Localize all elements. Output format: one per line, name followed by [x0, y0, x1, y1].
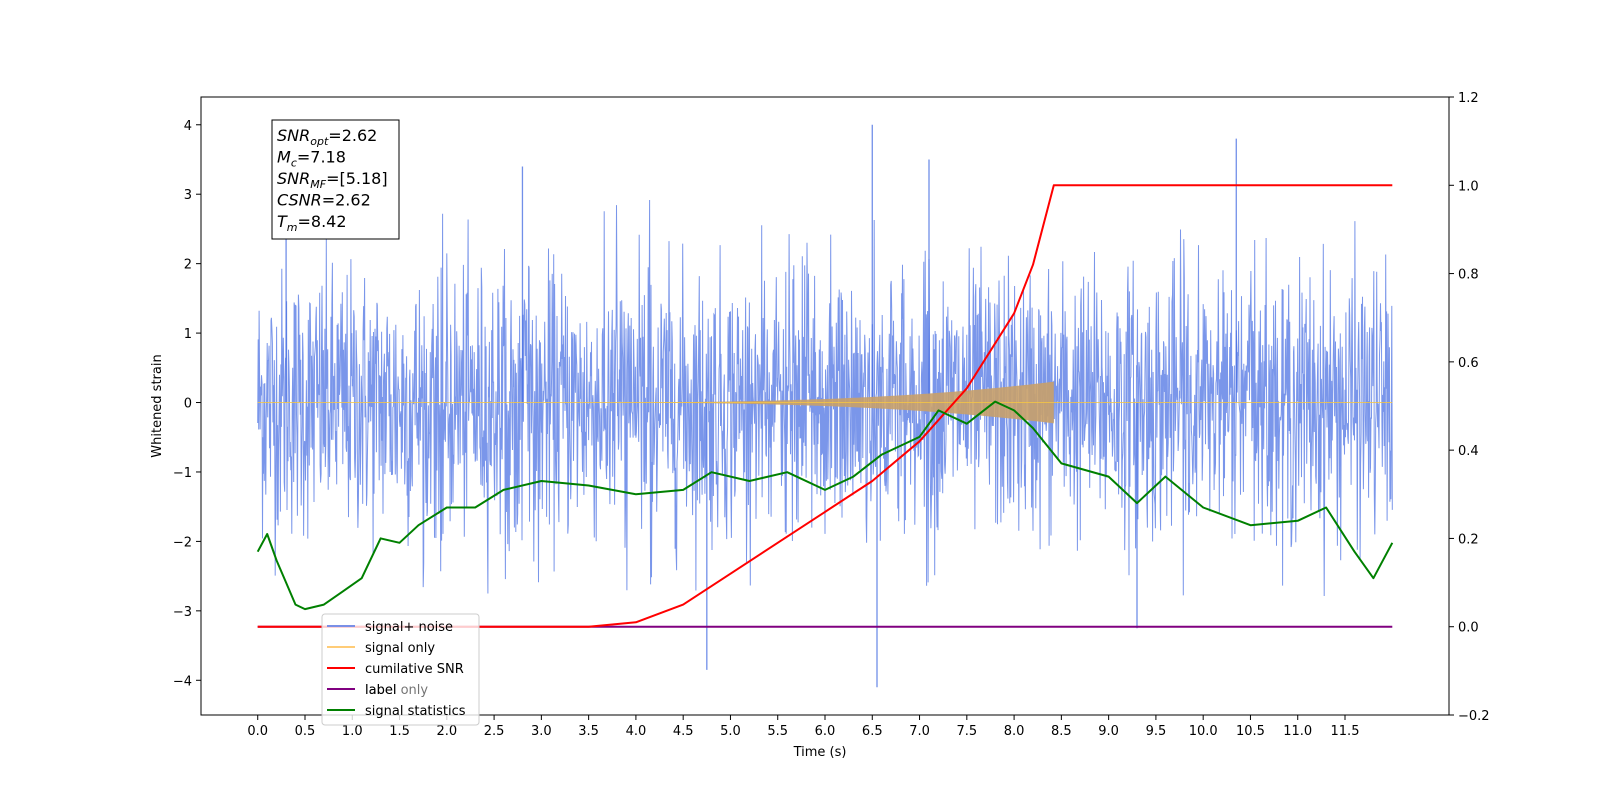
cumulative-snr-series: [257, 184, 1393, 628]
signal-noise-series: [257, 124, 1393, 688]
x-tick-label: 6.5: [862, 724, 883, 739]
x-tick-label: 5.5: [767, 724, 788, 739]
signal-statistics-series: [256, 400, 1394, 611]
y-right-tick-label: 0.0: [1458, 621, 1479, 636]
x-tick-label: 10.5: [1236, 724, 1265, 739]
x-tick-label: 7.0: [909, 724, 930, 739]
x-tick-label: 3.5: [578, 724, 599, 739]
x-tick-label: 0.5: [295, 724, 316, 739]
legend-entry-label: cumilative SNR: [365, 662, 464, 677]
y-axis-right: 1.2 1.0 0.8 0.6 0.4 0.2 0.0 −0.2: [1449, 91, 1490, 724]
legend-entry-label: signal statistics: [365, 704, 466, 719]
y-tick-label: −2: [173, 535, 192, 550]
legend-entry-label: signal+ noise: [365, 620, 453, 635]
signal-only-series: [257, 381, 1393, 424]
signal-statistics-line: [256, 400, 1394, 611]
x-tick-label: 9.0: [1098, 724, 1119, 739]
x-tick-label: 11.0: [1283, 724, 1312, 739]
x-tick-label: 4.0: [626, 724, 647, 739]
y-tick-label: 1: [184, 327, 192, 342]
y-tick-label: 4: [184, 119, 192, 134]
y-axis-label: Whitened strain: [150, 354, 165, 457]
x-tick-label: 3.0: [531, 724, 552, 739]
cumulative-snr-line: [257, 184, 1393, 628]
annotation-line: SNRMF=[5.18]: [277, 169, 388, 191]
y-tick-label: 0: [184, 397, 192, 412]
y-axis-left: 4 3 2 1 0 −1 −2 −3 −4: [173, 119, 201, 689]
legend: signal+ noise signal only cumilative SNR la…: [321, 613, 480, 726]
signal-noise-line: [257, 199, 1393, 597]
annotation-line: CSNR=2.62: [277, 191, 371, 210]
x-tick-label: 8.5: [1051, 724, 1072, 739]
annotation-frame: [271, 119, 400, 240]
y-tick-label: −1: [173, 466, 192, 481]
annotation-line: Mc=7.18: [277, 148, 346, 170]
y-tick-label: 3: [184, 188, 192, 203]
legend-entry-label: label: [365, 683, 396, 698]
y-tick-label: −4: [173, 674, 192, 689]
legend-frame: [321, 613, 480, 726]
x-tick-label: 10.0: [1189, 724, 1218, 739]
y-right-tick-label: 0.8: [1458, 268, 1479, 283]
x-tick-label: 9.5: [1146, 724, 1167, 739]
y-tick-label: −3: [173, 605, 192, 620]
x-axis: 0.0 0.5 1.0 1.5 2.0 2.5 3.0 3.5 4.0 4.5 5.0 5.5 6.0 6…: [247, 715, 1359, 739]
x-tick-label: 6.0: [815, 724, 836, 739]
x-tick-label: 2.0: [436, 724, 457, 739]
legend-entry-label-faded: label only: [365, 683, 428, 698]
y-right-tick-label: 1.2: [1458, 91, 1479, 106]
x-tick-label: 5.0: [720, 724, 741, 739]
legend-entry-label: signal only: [365, 641, 435, 656]
y-right-tick-label: 1.0: [1458, 179, 1479, 194]
y-tick-label: 2: [184, 258, 192, 273]
x-axis-label: Time (s): [793, 745, 847, 760]
y-right-tick-label: −0.2: [1458, 709, 1490, 724]
x-tick-label: 4.5: [673, 724, 694, 739]
annotation-line: SNRopt=2.62: [277, 126, 377, 148]
x-tick-label: 1.0: [342, 724, 363, 739]
x-tick-label: 11.5: [1331, 724, 1360, 739]
x-tick-label: 1.5: [389, 724, 410, 739]
annotation-line: Tm=8.42: [277, 212, 347, 234]
x-tick-label: 8.0: [1004, 724, 1025, 739]
y-right-tick-label: 0.6: [1458, 356, 1479, 371]
y-right-tick-label: 0.4: [1458, 444, 1479, 459]
y-right-tick-label: 0.2: [1458, 532, 1479, 547]
x-tick-label: 0.0: [247, 724, 268, 739]
x-tick-label: 2.5: [484, 724, 505, 739]
x-tick-label: 7.5: [956, 724, 977, 739]
